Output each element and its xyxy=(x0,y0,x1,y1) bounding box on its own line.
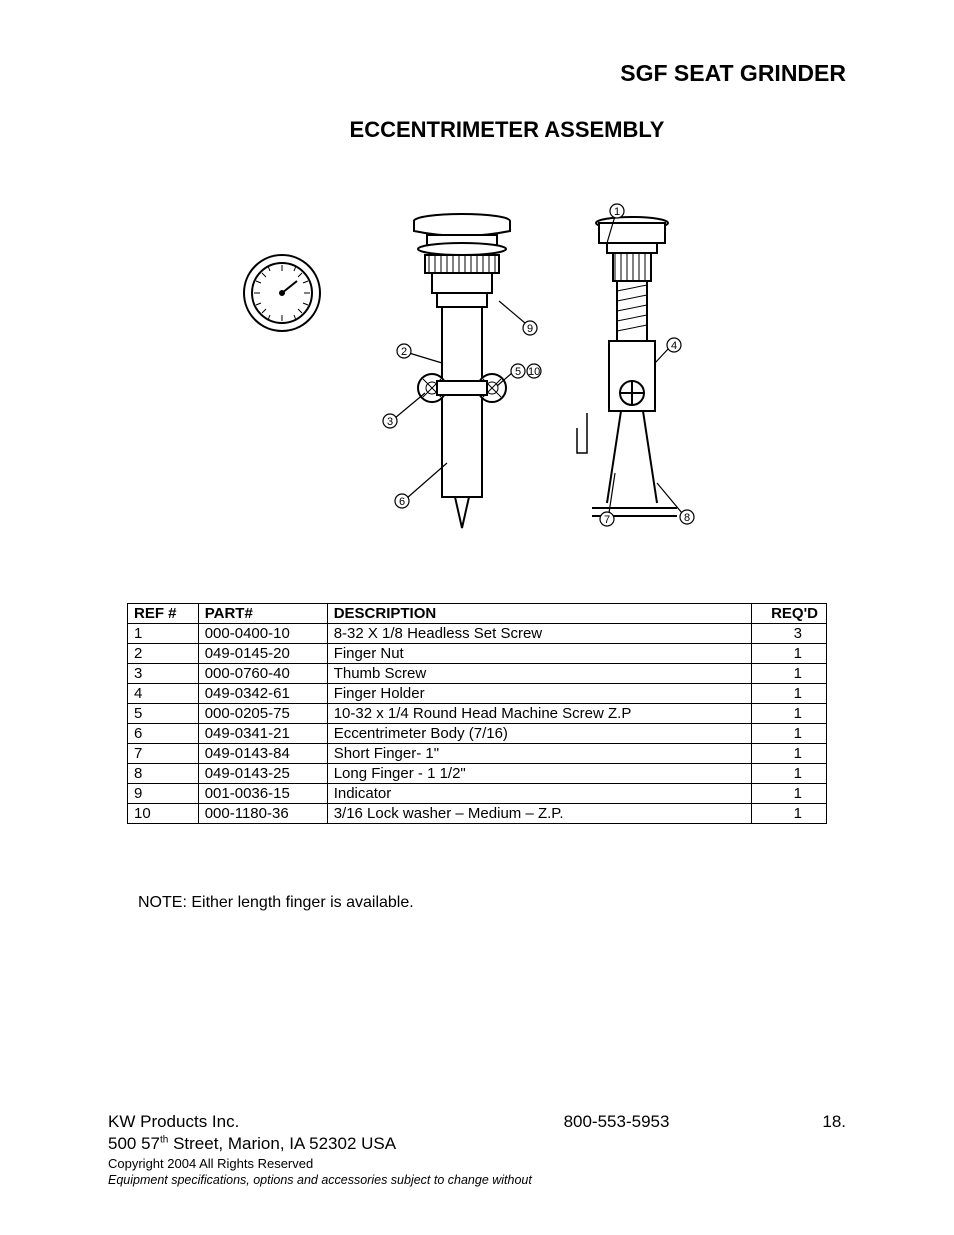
cell-desc: 10-32 x 1/4 Round Head Machine Screw Z.P xyxy=(327,704,751,724)
parts-table: REF # PART# DESCRIPTION REQ'D 1000-0400-… xyxy=(127,603,827,824)
cell-ref: 3 xyxy=(128,664,199,684)
cell-desc: Finger Nut xyxy=(327,644,751,664)
cell-desc: Short Finger- 1" xyxy=(327,744,751,764)
cell-desc: 3/16 Lock washer – Medium – Z.P. xyxy=(327,804,751,824)
cell-part: 000-0400-10 xyxy=(198,624,327,644)
cell-desc: Thumb Screw xyxy=(327,664,751,684)
cell-reqd: 1 xyxy=(752,644,827,664)
table-row: 6049-0341-21Eccentrimeter Body (7/16)1 xyxy=(128,724,827,744)
table-row: 7049-0143-84Short Finger- 1"1 xyxy=(128,744,827,764)
cell-ref: 10 xyxy=(128,804,199,824)
svg-text:2: 2 xyxy=(401,346,407,358)
cell-part: 001-0036-15 xyxy=(198,784,327,804)
svg-text:10: 10 xyxy=(528,366,540,378)
header-part: PART# xyxy=(198,604,327,624)
addr-prefix: 500 57 xyxy=(108,1134,160,1153)
footer-page-number: 18. xyxy=(786,1112,846,1132)
cell-part: 000-0205-75 xyxy=(198,704,327,724)
table-row: 5000-0205-7510-32 x 1/4 Round Head Machi… xyxy=(128,704,827,724)
cell-ref: 4 xyxy=(128,684,199,704)
product-header: SGF SEAT GRINDER xyxy=(108,60,846,87)
table-row: 9001-0036-15Indicator1 xyxy=(128,784,827,804)
indicator-gauge-icon xyxy=(244,255,320,331)
cell-reqd: 3 xyxy=(752,624,827,644)
footer-disclaimer: Equipment specifications, options and ac… xyxy=(108,1173,846,1187)
cell-desc: Eccentrimeter Body (7/16) xyxy=(327,724,751,744)
header-ref: REF # xyxy=(128,604,199,624)
cell-desc: Finger Holder xyxy=(327,684,751,704)
cell-ref: 1 xyxy=(128,624,199,644)
note-text: NOTE: Either length finger is available. xyxy=(138,894,846,912)
svg-text:3: 3 xyxy=(387,416,393,428)
svg-text:7: 7 xyxy=(604,514,610,526)
cell-desc: Long Finger - 1 1/2" xyxy=(327,764,751,784)
table-row: 3000-0760-40Thumb Screw1 xyxy=(128,664,827,684)
header-desc: DESCRIPTION xyxy=(327,604,751,624)
cell-reqd: 1 xyxy=(752,664,827,684)
table-row: 4049-0342-61Finger Holder1 xyxy=(128,684,827,704)
assembly-cutaway-icon xyxy=(577,217,677,516)
cell-desc: Indicator xyxy=(327,784,751,804)
assembly-diagram: 1 9 2 5 10 3 6 4 7 8 xyxy=(108,193,846,533)
table-row: 1000-0400-108-32 X 1/8 Headless Set Scre… xyxy=(128,624,827,644)
table-row: 2049-0145-20Finger Nut1 xyxy=(128,644,827,664)
svg-text:6: 6 xyxy=(399,496,405,508)
cell-reqd: 1 xyxy=(752,764,827,784)
footer-copyright: Copyright 2004 All Rights Reserved xyxy=(108,1156,846,1171)
cell-part: 049-0143-84 xyxy=(198,744,327,764)
cell-part: 049-0145-20 xyxy=(198,644,327,664)
cell-part: 000-0760-40 xyxy=(198,664,327,684)
cell-ref: 7 xyxy=(128,744,199,764)
cell-part: 000-1180-36 xyxy=(198,804,327,824)
cell-ref: 2 xyxy=(128,644,199,664)
cell-ref: 9 xyxy=(128,784,199,804)
cell-ref: 5 xyxy=(128,704,199,724)
cell-ref: 8 xyxy=(128,764,199,784)
cell-reqd: 1 xyxy=(752,724,827,744)
footer-address: 500 57th Street, Marion, IA 52302 USA xyxy=(108,1134,846,1154)
cell-reqd: 1 xyxy=(752,704,827,724)
cell-reqd: 1 xyxy=(752,804,827,824)
page-title: ECCENTRIMETER ASSEMBLY xyxy=(108,117,846,143)
cell-reqd: 1 xyxy=(752,684,827,704)
table-row: 10000-1180-363/16 Lock washer – Medium –… xyxy=(128,804,827,824)
footer-phone: 800-553-5953 xyxy=(447,1112,786,1132)
table-row: 8049-0143-25Long Finger - 1 1/2"1 xyxy=(128,764,827,784)
header-reqd: REQ'D xyxy=(752,604,827,624)
svg-text:1: 1 xyxy=(614,206,620,218)
diagram-svg: 1 9 2 5 10 3 6 4 7 8 xyxy=(237,193,717,533)
eccentrimeter-body-icon xyxy=(414,214,510,528)
svg-text:5: 5 xyxy=(515,366,521,378)
svg-text:8: 8 xyxy=(684,512,690,524)
cell-reqd: 1 xyxy=(752,744,827,764)
svg-text:9: 9 xyxy=(527,323,533,335)
cell-ref: 6 xyxy=(128,724,199,744)
cell-reqd: 1 xyxy=(752,784,827,804)
page-footer: KW Products Inc. 800-553-5953 18. 500 57… xyxy=(108,1112,846,1187)
addr-suffix: Street, Marion, IA 52302 USA xyxy=(168,1134,396,1153)
cell-part: 049-0143-25 xyxy=(198,764,327,784)
cell-part: 049-0342-61 xyxy=(198,684,327,704)
cell-part: 049-0341-21 xyxy=(198,724,327,744)
cell-desc: 8-32 X 1/8 Headless Set Screw xyxy=(327,624,751,644)
table-header-row: REF # PART# DESCRIPTION REQ'D xyxy=(128,604,827,624)
svg-text:4: 4 xyxy=(671,340,677,352)
footer-company: KW Products Inc. xyxy=(108,1112,447,1132)
